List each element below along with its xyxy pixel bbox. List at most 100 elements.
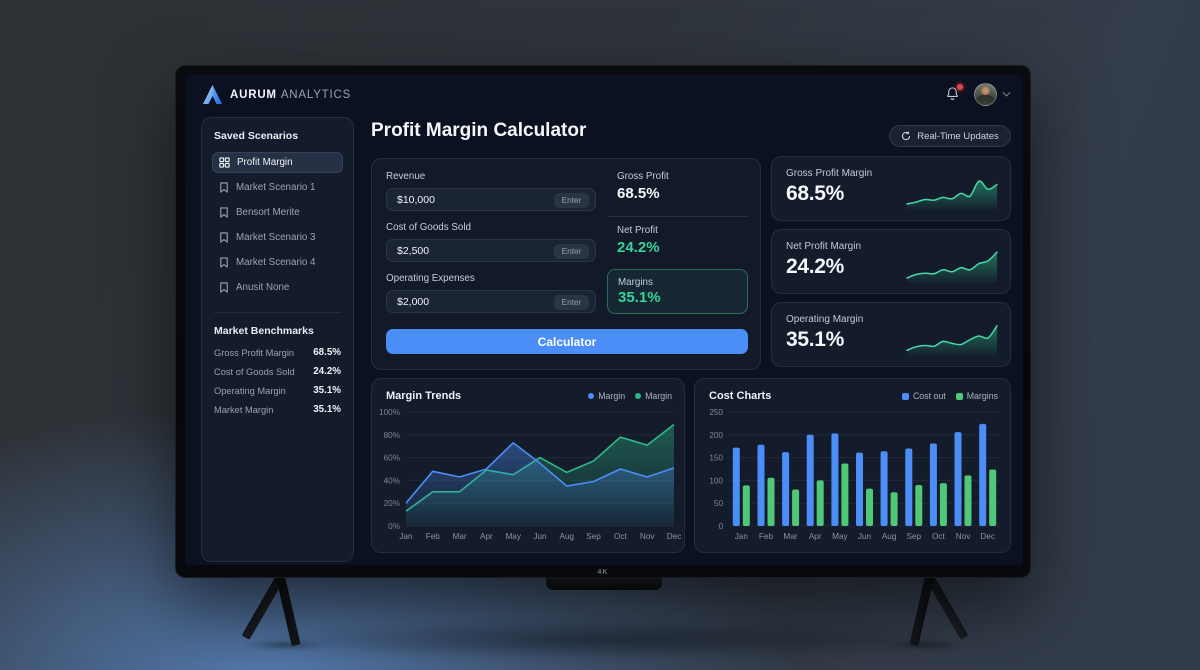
calculator-fields: Revenue $10,000 Enter Cost of Goods Sold $2,… — [386, 171, 596, 324]
x-axis-label: Mar — [784, 532, 798, 541]
margins-box: Margins 35.1% — [607, 269, 748, 314]
bar-cost-out-nov — [954, 432, 962, 526]
legend-item: Margins — [955, 391, 998, 401]
bar-cost-out-aug — [880, 451, 888, 526]
margin-trends-card: Margin Trends Margin Margin 0% 20% 40% 60% 80… — [371, 378, 685, 553]
bar-margins-feb — [767, 477, 775, 526]
sidebar-item-market-scenario-4[interactable]: Market Scenario 4 — [212, 252, 343, 273]
benchmark-label: Operating Margin — [214, 385, 286, 396]
sidebar-item-label: Profit Margin — [237, 157, 293, 168]
legend-item: Margin — [635, 391, 672, 401]
benchmark-value: 35.1% — [313, 385, 341, 396]
legend-label: Margin — [598, 391, 626, 401]
sidebar: Saved Scenarios Profit Margin Market Scen… — [201, 117, 354, 562]
y-axis-label: 80% — [384, 431, 400, 440]
y-axis-label: 100% — [379, 408, 400, 417]
bar-cost-out-dec — [979, 423, 987, 526]
result-label: Net Profit — [617, 225, 658, 236]
y-axis-label: 60% — [384, 454, 400, 463]
calculator-card: Revenue $10,000 Enter Cost of Goods Sold $2,… — [371, 158, 761, 370]
bookmark-icon — [220, 257, 228, 268]
x-axis-label: Aug — [882, 532, 897, 541]
input-value: $2,500 — [397, 245, 430, 257]
stat-card-value: 35.1% — [786, 328, 845, 351]
brand-name: AURUM ANALYTICS — [230, 89, 351, 101]
legend-item: Margin — [588, 391, 625, 401]
legend-swatch — [955, 392, 963, 400]
calculate-button[interactable]: Calculator — [386, 329, 748, 354]
x-axis-label: Apr — [480, 532, 493, 541]
x-axis-label: Oct — [932, 532, 945, 541]
sidebar-item-label: Market Scenario 3 — [236, 232, 316, 243]
scenarios-title: Saved Scenarios — [214, 130, 299, 142]
field-input-cost-of-goods-sold[interactable]: $2,500 Enter — [386, 239, 596, 262]
stat-card-value: 68.5% — [786, 182, 845, 205]
sidebar-item-market-scenario-1[interactable]: Market Scenario 1 — [212, 177, 343, 198]
cost-charts-title: Cost Charts — [709, 390, 772, 402]
sidebar-item-profit-margin[interactable]: Profit Margin — [212, 152, 343, 173]
field-input-operating-expenses[interactable]: $2,000 Enter — [386, 290, 596, 313]
brand-name-secondary: ANALYTICS — [280, 88, 352, 101]
bar-cost-out-apr — [806, 434, 814, 526]
x-axis-label: May — [832, 532, 848, 541]
bar-margins-aug — [890, 492, 898, 526]
x-axis-label: Sep — [586, 532, 601, 541]
y-axis-label: 100 — [709, 476, 723, 485]
bar-margins-mar — [792, 489, 800, 526]
app-topbar: AURUM ANALYTICS — [185, 75, 1023, 115]
enter-key-hint[interactable]: Enter — [554, 192, 589, 208]
benchmark-value: 68.5% — [313, 347, 341, 358]
sparkline-chart — [906, 251, 998, 283]
sidebar-item-market-scenario-3[interactable]: Market Scenario 3 — [212, 227, 343, 248]
enter-key-hint[interactable]: Enter — [554, 243, 589, 259]
stat-card-net-profit-margin: Net Profit Margin 24.2% — [771, 229, 1011, 294]
x-axis-label: Mar — [453, 532, 467, 541]
stat-card-value: 24.2% — [786, 255, 845, 278]
y-axis-label: 0% — [388, 522, 400, 531]
field-input-revenue[interactable]: $10,000 Enter — [386, 188, 596, 211]
enter-key-hint[interactable]: Enter — [554, 294, 589, 310]
notification-bell-icon[interactable] — [945, 84, 963, 104]
x-axis-label: Sep — [906, 532, 921, 541]
sidebar-item-label: Market Scenario 4 — [236, 257, 316, 268]
grid-icon — [219, 157, 230, 168]
bookmark-icon — [220, 282, 228, 293]
dashboard-screen: AURUM ANALYTICS Saved Scenarios Profit Ma… — [185, 75, 1023, 565]
bar-margins-jun — [866, 488, 873, 526]
stat-card-label: Operating Margin — [786, 314, 864, 325]
sparkline-chart — [906, 180, 998, 210]
bookmark-icon — [220, 182, 228, 193]
x-axis-label: Apr — [809, 532, 822, 541]
y-axis-label: 40% — [384, 476, 400, 485]
benchmark-label: Cost of Goods Sold — [214, 366, 295, 377]
bar-margins-oct — [939, 483, 947, 526]
legend-item: Cost out — [901, 391, 946, 401]
tv-4k-badge: 4K — [597, 569, 609, 576]
margins-value: 35.1% — [618, 289, 661, 306]
tv-frame: 4K AURUM ANALYTICS — [175, 65, 1031, 590]
bar-cost-out-mar — [782, 452, 790, 526]
sidebar-item-bensort-merite[interactable]: Bensort Merite — [212, 202, 343, 223]
x-axis-label: Oct — [614, 532, 627, 541]
benchmark-row: Market Margin 35.1% — [212, 404, 343, 415]
bar-cost-out-jun — [856, 452, 863, 526]
legend-swatch — [635, 393, 642, 399]
x-axis-label: Dec — [667, 532, 682, 541]
realtime-updates-button[interactable]: Real-Time Updates — [889, 125, 1011, 147]
benchmarks-title: Market Benchmarks — [214, 325, 314, 337]
bar-cost-out-jan — [732, 447, 740, 526]
sidebar-item-anusit-none[interactable]: Anusit None — [212, 277, 343, 298]
avatar-chevron-icon[interactable] — [1003, 88, 1011, 96]
cost-charts-bar-chart: 0 50 100 150 200 250 Jan Feb Mar Apr May Jun Aug Sep O… — [709, 408, 1000, 541]
refresh-icon — [902, 131, 911, 141]
x-axis-label: Feb — [426, 532, 441, 541]
legend-swatch — [901, 392, 909, 400]
bar-cost-out-oct — [929, 443, 937, 526]
input-value: $10,000 — [397, 194, 435, 206]
user-avatar[interactable] — [974, 83, 997, 106]
cost-charts-card: Cost Charts Cost out Margins 0 50 100 150 200… — [694, 378, 1011, 553]
tv-soundbar — [546, 577, 662, 590]
tv-floor-shadow — [250, 620, 960, 660]
y-axis-label: 250 — [709, 408, 723, 417]
cost-charts-legend: Cost out Margins — [901, 391, 998, 401]
